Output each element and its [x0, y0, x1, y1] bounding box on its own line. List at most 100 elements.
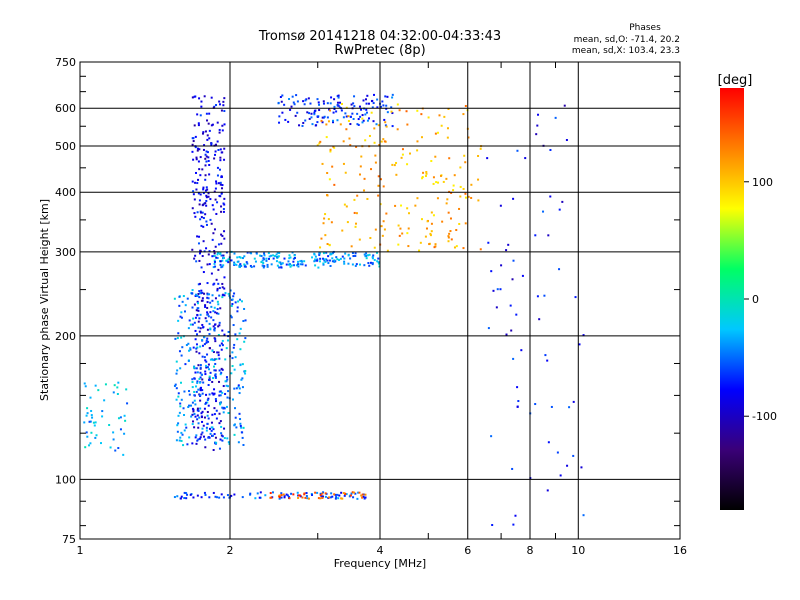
scatter-point — [314, 259, 317, 262]
scatter-point — [323, 115, 326, 118]
scatter-point — [311, 123, 314, 126]
scatter-point — [198, 203, 201, 206]
scatter-point — [208, 376, 211, 379]
scatter-point — [217, 149, 220, 152]
scatter-point — [220, 242, 223, 245]
scatter-point — [224, 292, 227, 295]
scatter-point — [215, 104, 218, 107]
scatter-point — [188, 390, 191, 393]
scatter-point — [354, 252, 357, 255]
scatter-point — [185, 426, 188, 429]
scatter-point — [337, 497, 340, 500]
scatter-point — [199, 394, 202, 397]
scatter-point — [336, 119, 339, 122]
scatter-point — [174, 383, 177, 386]
scatter-point — [355, 145, 358, 148]
scatter-point — [341, 255, 344, 258]
scatter-point — [534, 234, 537, 237]
scatter-point — [208, 137, 211, 140]
scatter-point — [200, 496, 203, 499]
scatter-point — [209, 371, 212, 374]
scatter-point — [196, 294, 199, 297]
scatter-point — [338, 106, 341, 109]
scatter-point — [221, 439, 224, 442]
scatter-point — [432, 182, 435, 185]
scatter-point — [244, 319, 247, 322]
scatter-point — [240, 426, 243, 429]
scatter-point — [198, 168, 201, 171]
scatter-point — [282, 493, 285, 496]
trace-e-layer-hot — [269, 491, 367, 500]
scatter-point — [263, 254, 266, 257]
scatter-point — [86, 435, 89, 438]
scatter-point — [351, 112, 354, 115]
scatter-point — [202, 186, 205, 189]
scatter-point — [333, 105, 336, 108]
scatter-point — [324, 492, 327, 495]
scatter-point — [347, 120, 350, 123]
scatter-point — [214, 150, 217, 153]
scatter-point — [220, 176, 223, 179]
scatter-point — [328, 243, 331, 246]
scatter-point — [261, 259, 264, 262]
scatter-point — [290, 264, 293, 267]
scatter-point — [205, 160, 208, 163]
scatter-point — [94, 421, 97, 424]
scatter-point — [546, 489, 549, 492]
scatter-point — [345, 205, 348, 208]
scatter-point — [211, 238, 214, 241]
scatter-point — [243, 255, 246, 258]
scatter-point — [305, 492, 308, 495]
scatter-point — [290, 492, 293, 495]
scatter-point — [223, 237, 226, 240]
scatter-point — [368, 253, 371, 256]
scatter-point — [235, 387, 238, 390]
scatter-point — [230, 304, 233, 307]
scatter-point — [205, 194, 208, 197]
scatter-point — [206, 401, 209, 404]
scatter-point — [220, 205, 223, 208]
scatter-point — [345, 128, 348, 131]
scatter-point — [215, 212, 218, 215]
scatter-point — [228, 496, 231, 499]
scatter-point — [210, 272, 213, 275]
scatter-point — [416, 109, 419, 112]
scatter-point — [200, 299, 203, 302]
scatter-point — [208, 263, 211, 266]
scatter-point — [117, 447, 120, 450]
scatter-point — [204, 438, 207, 441]
scatter-point — [194, 329, 197, 332]
scatter-point — [515, 313, 518, 316]
scatter-point — [192, 496, 195, 499]
scatter-point — [200, 224, 203, 227]
scatter-point — [359, 263, 362, 266]
scatter-point — [173, 297, 176, 300]
scatter-point — [205, 339, 208, 342]
scatter-point — [217, 268, 220, 271]
scatter-point — [363, 253, 366, 256]
scatter-point — [193, 377, 196, 380]
scatter-point — [322, 102, 325, 105]
scatter-point — [341, 229, 344, 232]
scatter-point — [233, 252, 236, 255]
scatter-point — [227, 261, 230, 264]
y-tick-label: 200 — [55, 330, 76, 343]
scatter-point — [202, 271, 205, 274]
scatter-point — [227, 330, 230, 333]
scatter-point — [183, 491, 186, 494]
scatter-point — [318, 142, 321, 145]
scatter-point — [214, 265, 217, 268]
scatter-point — [211, 380, 214, 383]
scatter-point — [310, 492, 313, 495]
scatter-point — [213, 228, 216, 231]
scatter-point — [394, 204, 397, 207]
scatter-point — [212, 266, 215, 269]
scatter-point — [241, 377, 244, 380]
scatter-point — [464, 196, 467, 199]
scatter-point — [233, 262, 236, 265]
scatter-point — [223, 97, 226, 100]
scatter-point — [196, 182, 199, 185]
scatter-point — [378, 265, 381, 268]
scatter-point — [241, 363, 244, 366]
